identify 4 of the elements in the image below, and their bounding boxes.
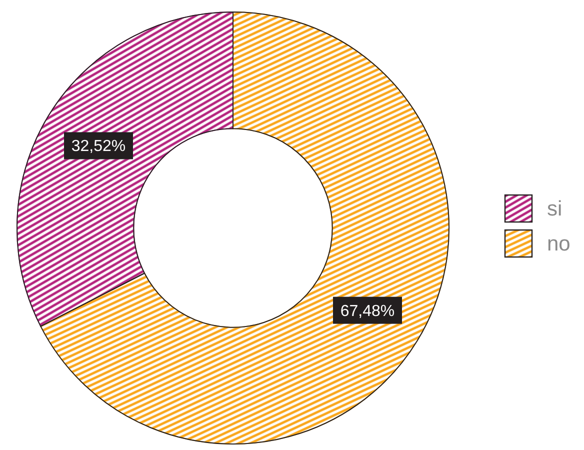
- data-label: 32,52%: [71, 138, 126, 156]
- legend-label: si: [547, 198, 562, 220]
- legend-label: no: [547, 232, 570, 256]
- data-label: 67,48%: [340, 302, 395, 320]
